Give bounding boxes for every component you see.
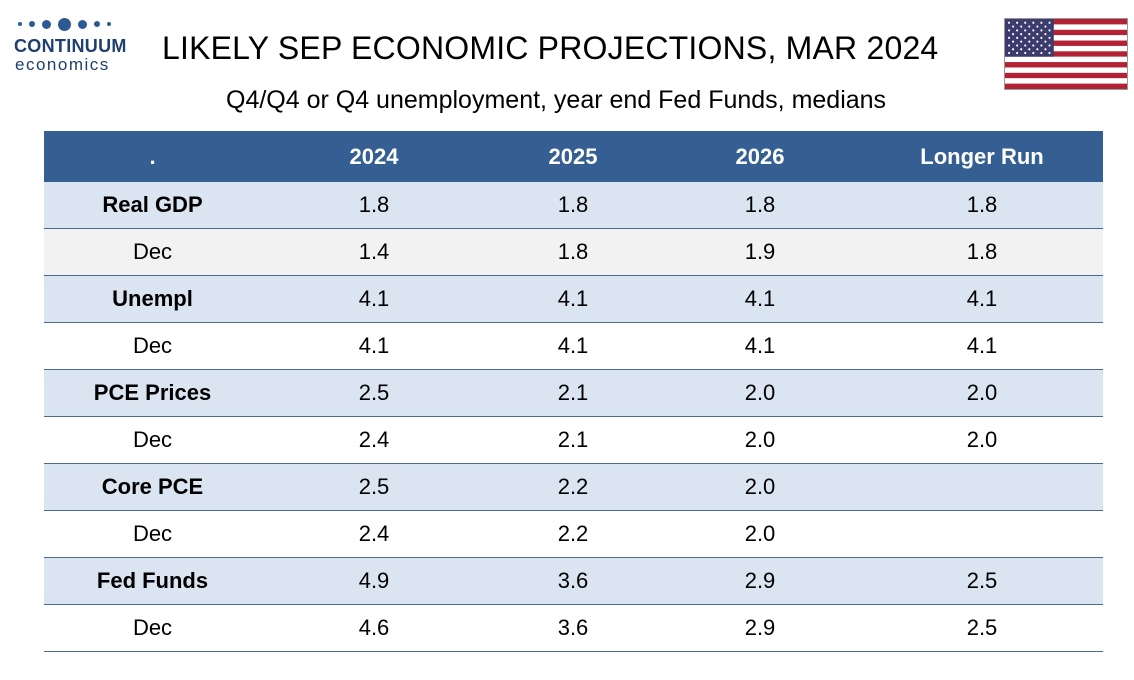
table-header-row: . 2024 2025 2026 Longer Run <box>44 131 1103 182</box>
table-cell: 2.4 <box>261 510 487 558</box>
page-subtitle: Q4/Q4 or Q4 unemployment, year end Fed F… <box>226 86 887 114</box>
table-cell: 4.1 <box>659 275 861 323</box>
column-header: 2025 <box>487 131 659 182</box>
table-row: Dec 4.1 4.1 4.1 4.1 <box>44 322 1103 370</box>
logo-text-continuum: CONTINUUM <box>14 36 127 56</box>
table-cell: 1.8 <box>487 228 659 276</box>
table-row: PCE Prices 2.5 2.1 2.0 2.0 <box>44 369 1103 417</box>
table-cell: 2.4 <box>261 416 487 464</box>
table-cell: 2.1 <box>487 416 659 464</box>
row-label: Dec <box>44 604 261 652</box>
company-logo: CONTINUUM economics <box>14 14 136 74</box>
table-row: Dec 1.4 1.8 1.9 1.8 <box>44 228 1103 276</box>
table-cell: 2.0 <box>659 416 861 464</box>
table-cell: 2.2 <box>487 510 659 558</box>
table-cell <box>861 463 1103 511</box>
row-label: PCE Prices <box>44 369 261 417</box>
table-cell <box>861 510 1103 558</box>
row-label: Dec <box>44 322 261 370</box>
table-cell: 2.5 <box>861 604 1103 652</box>
table-cell: 1.8 <box>861 182 1103 229</box>
column-header: . <box>44 131 261 182</box>
row-label: Unempl <box>44 275 261 323</box>
table-cell: 4.1 <box>861 275 1103 323</box>
table-row: Core PCE 2.5 2.2 2.0 <box>44 463 1103 511</box>
table-cell: 3.6 <box>487 557 659 605</box>
table-cell: 1.9 <box>659 228 861 276</box>
projections-table: . 2024 2025 2026 Longer Run Real GDP 1.8 1.8 1.… <box>44 131 1103 652</box>
table-cell: 3.6 <box>487 604 659 652</box>
row-label: Fed Funds <box>44 557 261 605</box>
column-header: 2026 <box>659 131 861 182</box>
logo-text-economics: economics <box>15 55 110 74</box>
table-cell: 1.8 <box>261 182 487 229</box>
table-cell: 4.1 <box>261 275 487 323</box>
table-cell: 2.0 <box>861 416 1103 464</box>
table-cell: 1.8 <box>861 228 1103 276</box>
table-row: Dec 4.6 3.6 2.9 2.5 <box>44 604 1103 652</box>
row-label: Dec <box>44 416 261 464</box>
table-cell: 2.0 <box>659 510 861 558</box>
table-row: Fed Funds 4.9 3.6 2.9 2.5 <box>44 557 1103 605</box>
table-cell: 1.8 <box>487 182 659 229</box>
table-cell: 2.5 <box>861 557 1103 605</box>
table-cell: 4.1 <box>659 322 861 370</box>
table-row: Unempl 4.1 4.1 4.1 4.1 <box>44 275 1103 323</box>
table-row: Dec 2.4 2.1 2.0 2.0 <box>44 416 1103 464</box>
column-header: 2024 <box>261 131 487 182</box>
logo-dots <box>18 14 136 34</box>
table-cell: 4.6 <box>261 604 487 652</box>
table-cell: 4.1 <box>861 322 1103 370</box>
table-cell: 1.8 <box>659 182 861 229</box>
column-header: Longer Run <box>861 131 1103 182</box>
row-label: Real GDP <box>44 182 261 229</box>
table-cell: 2.2 <box>487 463 659 511</box>
page-title: LIKELY SEP ECONOMIC PROJECTIONS, MAR 202… <box>162 30 939 66</box>
table-cell: 2.0 <box>659 463 861 511</box>
table-cell: 2.9 <box>659 604 861 652</box>
table-cell: 2.1 <box>487 369 659 417</box>
table-cell: 4.1 <box>261 322 487 370</box>
row-label: Dec <box>44 228 261 276</box>
table-cell: 4.9 <box>261 557 487 605</box>
table-cell: 2.0 <box>861 369 1103 417</box>
table-row: Dec 2.4 2.2 2.0 <box>44 510 1103 558</box>
table-row: Real GDP 1.8 1.8 1.8 1.8 <box>44 182 1103 229</box>
table-cell: 2.0 <box>659 369 861 417</box>
row-label: Core PCE <box>44 463 261 511</box>
table-cell: 2.5 <box>261 369 487 417</box>
table-cell: 2.5 <box>261 463 487 511</box>
table-cell: 2.9 <box>659 557 861 605</box>
row-label: Dec <box>44 510 261 558</box>
table-cell: 4.1 <box>487 322 659 370</box>
us-flag-icon <box>1004 18 1128 90</box>
table-cell: 1.4 <box>261 228 487 276</box>
table-cell: 4.1 <box>487 275 659 323</box>
